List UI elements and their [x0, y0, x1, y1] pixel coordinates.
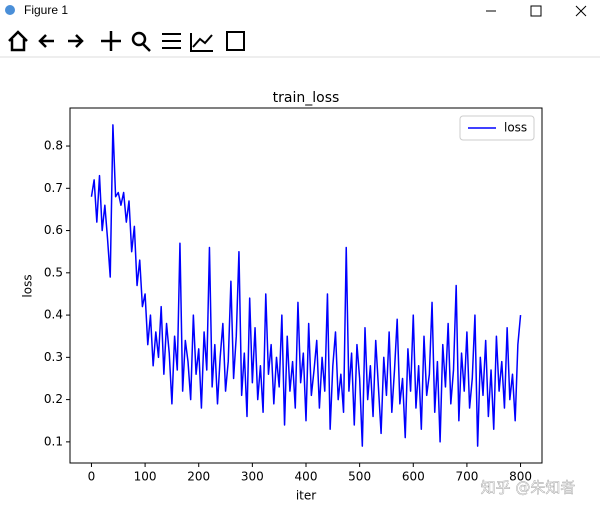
x-axis-label: iter [296, 489, 316, 503]
y-tick-label: 0.4 [44, 308, 63, 322]
y-tick-label: 0.1 [44, 434, 63, 448]
x-tick-label: 0 [88, 470, 96, 484]
app-icon [5, 5, 15, 15]
close-button[interactable] [575, 5, 587, 17]
configure-button[interactable] [162, 33, 181, 49]
x-tick-label: 200 [187, 470, 210, 484]
x-tick-label: 500 [348, 470, 371, 484]
x-tick-label: 800 [509, 470, 532, 484]
title-bar [0, 0, 600, 22]
loss-line [90, 124, 522, 447]
chart-title: train_loss [273, 90, 340, 106]
home-button[interactable] [8, 30, 28, 52]
save-button[interactable] [226, 31, 245, 51]
watermark: 知乎 @朱知者 [481, 479, 576, 497]
zoom-handle [142, 43, 151, 52]
y-tick-label: 0.7 [44, 181, 63, 195]
back-button[interactable] [38, 34, 54, 48]
zoom-button[interactable] [131, 31, 147, 47]
y-tick-label: 0.3 [44, 350, 63, 364]
forward-button[interactable] [68, 34, 84, 48]
legend-label: loss [504, 121, 527, 135]
y-tick-label: 0.2 [44, 392, 63, 406]
y-axis-label: loss [21, 274, 35, 297]
pan-button[interactable] [101, 31, 121, 51]
toolbar [0, 22, 600, 58]
x-tick-label: 600 [402, 470, 425, 484]
x-tick-label: 300 [241, 470, 264, 484]
legend-box [459, 115, 535, 141]
x-tick-label: 100 [134, 470, 157, 484]
axes-frame [69, 107, 543, 464]
edit-axis-button[interactable] [190, 33, 213, 52]
y-tick-label: 0.8 [44, 139, 63, 153]
x-tick-label: 400 [295, 470, 318, 484]
window-title: Figure 1 [24, 3, 68, 17]
y-tick-label: 0.5 [44, 265, 63, 279]
x-tick-label: 700 [455, 470, 478, 484]
maximize-button[interactable] [530, 5, 542, 17]
y-tick-label: 0.6 [44, 223, 63, 237]
